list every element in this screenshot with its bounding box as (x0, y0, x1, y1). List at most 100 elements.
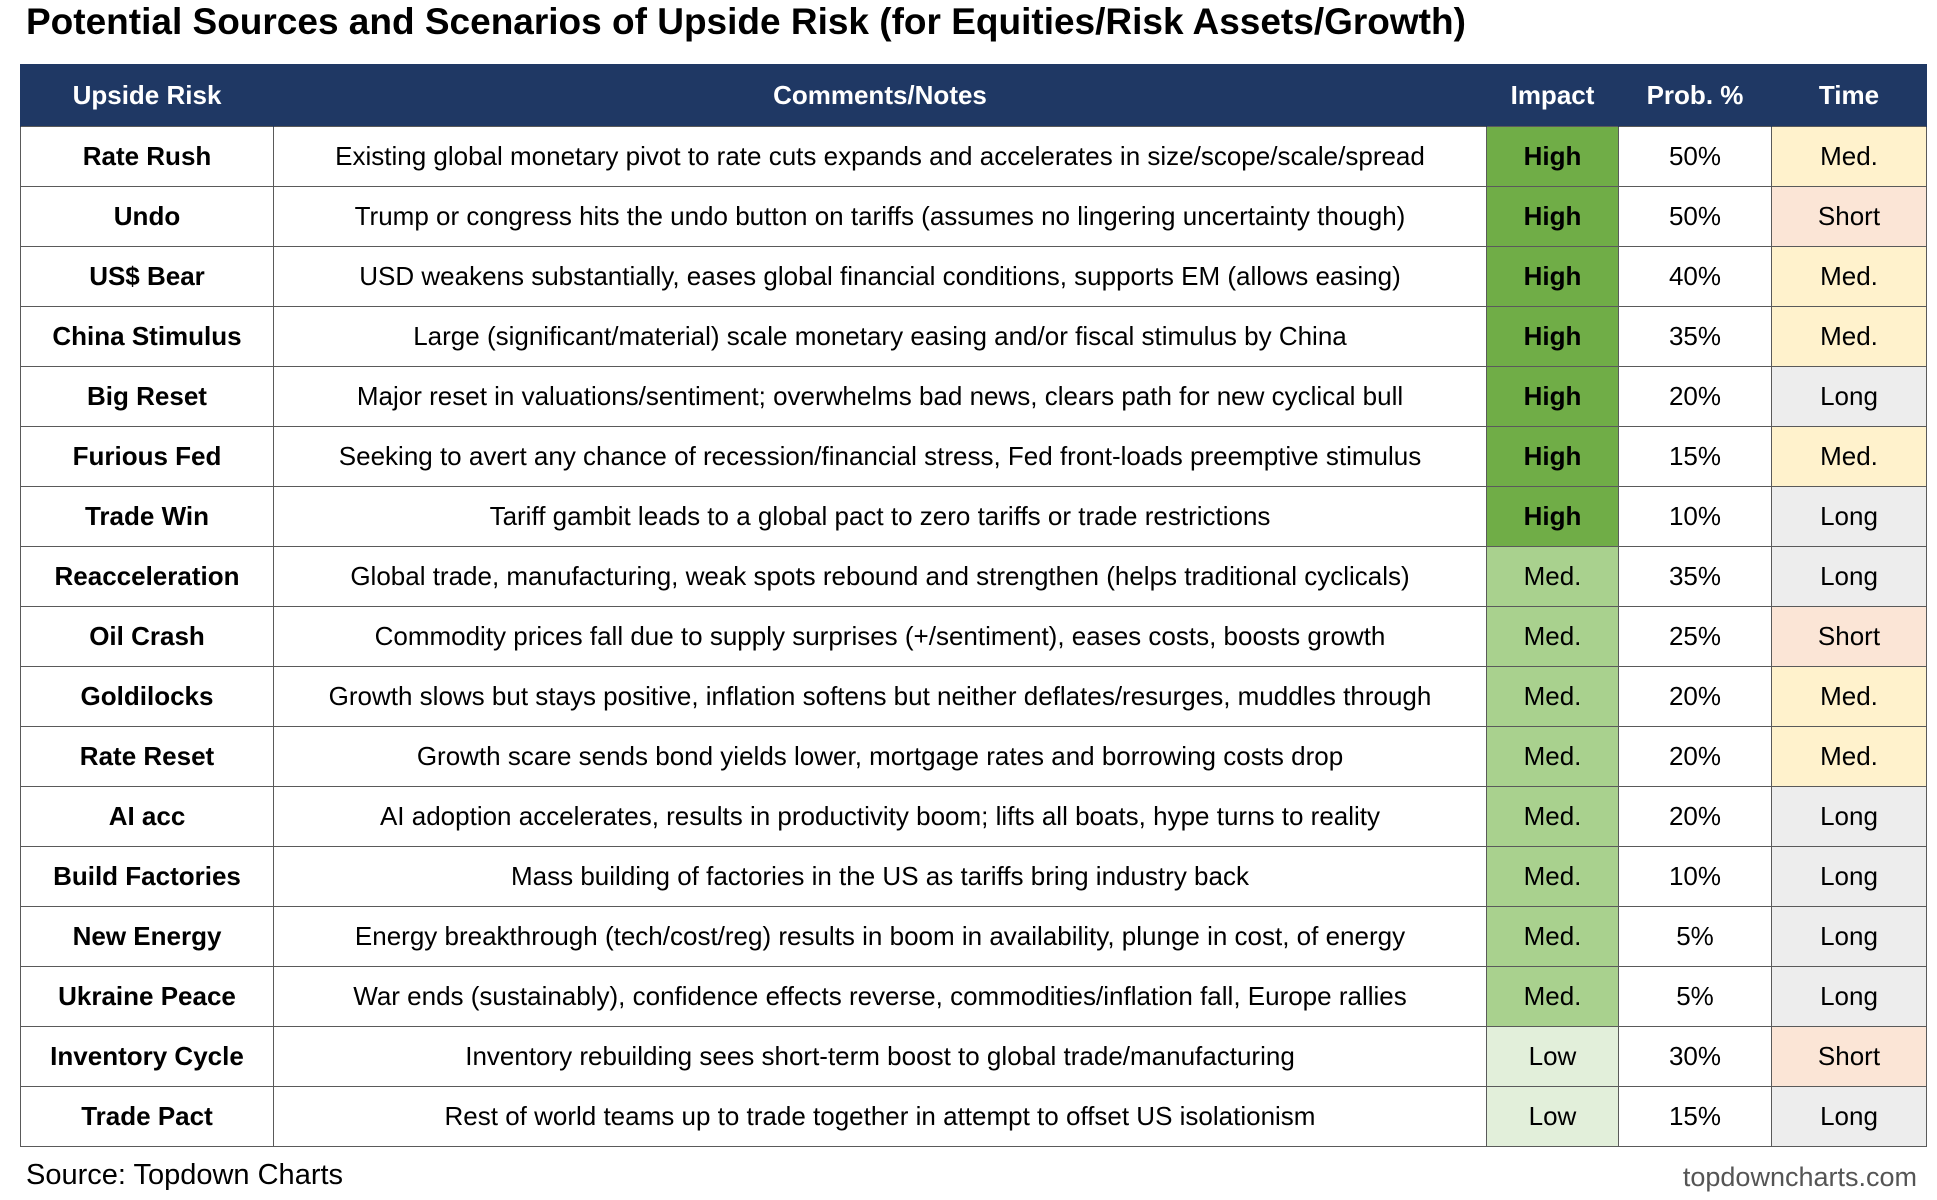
impact-cell: High (1486, 486, 1619, 547)
risk-name-cell: Big Reset (20, 366, 274, 427)
table-row: AI acc AI adoption accelerates, results i… (20, 786, 1927, 847)
risk-name-cell: Rate Rush (20, 126, 274, 187)
time-cell: Med. (1771, 306, 1927, 367)
notes-cell: Commodity prices fall due to supply surp… (273, 606, 1487, 667)
risk-name-cell: Ukraine Peace (20, 966, 274, 1027)
probability-cell: 10% (1618, 846, 1772, 907)
impact-cell: Med. (1486, 606, 1619, 667)
probability-cell: 40% (1618, 246, 1772, 307)
probability-cell: 20% (1618, 726, 1772, 787)
time-cell: Med. (1771, 126, 1927, 187)
upside-risk-table: Upside Risk Comments/Notes Impact Prob. … (20, 64, 1927, 1147)
notes-cell: Existing global monetary pivot to rate c… (273, 126, 1487, 187)
probability-cell: 10% (1618, 486, 1772, 547)
notes-cell: AI adoption accelerates, results in prod… (273, 786, 1487, 847)
table-row: Trade Win Tariff gambit leads to a global… (20, 486, 1927, 547)
risk-name-cell: Trade Pact (20, 1086, 274, 1147)
probability-cell: 5% (1618, 966, 1772, 1027)
table-row: Big Reset Major reset in valuations/senti… (20, 366, 1927, 427)
table-row: Build Factories Mass building of factorie… (20, 846, 1927, 907)
notes-cell: Large (significant/material) scale monet… (273, 306, 1487, 367)
risk-name-cell: Oil Crash (20, 606, 274, 667)
impact-cell: Med. (1486, 726, 1619, 787)
table-row: Ukraine Peace War ends (sustainably), con… (20, 966, 1927, 1027)
notes-cell: Energy breakthrough (tech/cost/reg) resu… (273, 906, 1487, 967)
risk-name-cell: AI acc (20, 786, 274, 847)
table-row: Goldilocks Growth slows but stays positiv… (20, 666, 1927, 727)
time-cell: Med. (1771, 666, 1927, 727)
risk-name-cell: New Energy (20, 906, 274, 967)
time-cell: Med. (1771, 426, 1927, 487)
notes-cell: Seeking to avert any chance of recession… (273, 426, 1487, 487)
probability-cell: 35% (1618, 306, 1772, 367)
brand-watermark: topdowncharts.com (1682, 1162, 1917, 1192)
time-cell: Long (1771, 486, 1927, 547)
probability-cell: 20% (1618, 666, 1772, 727)
risk-name-cell: China Stimulus (20, 306, 274, 367)
notes-cell: Growth scare sends bond yields lower, mo… (273, 726, 1487, 787)
table-row: Furious Fed Seeking to avert any chance o… (20, 426, 1927, 487)
probability-cell: 15% (1618, 426, 1772, 487)
probability-cell: 20% (1618, 786, 1772, 847)
table-row: Inventory Cycle Inventory rebuilding sees… (20, 1026, 1927, 1087)
time-cell: Short (1771, 1026, 1927, 1087)
risk-name-cell: US$ Bear (20, 246, 274, 307)
impact-cell: Med. (1486, 546, 1619, 607)
notes-cell: Inventory rebuilding sees short-term boo… (273, 1026, 1487, 1087)
impact-cell: High (1486, 246, 1619, 307)
risk-name-cell: Goldilocks (20, 666, 274, 727)
table-row: US$ Bear USD weakens substantially, eases… (20, 246, 1927, 307)
column-header-probability: Prob. % (1618, 64, 1772, 127)
table-row: Rate Rush Existing global monetary pivot … (20, 126, 1927, 187)
probability-cell: 20% (1618, 366, 1772, 427)
column-header-time: Time (1771, 64, 1927, 127)
time-cell: Long (1771, 1086, 1927, 1147)
table-row: Undo Trump or congress hits the undo butt… (20, 186, 1927, 247)
probability-cell: 30% (1618, 1026, 1772, 1087)
impact-cell: High (1486, 306, 1619, 367)
probability-cell: 50% (1618, 186, 1772, 247)
impact-cell: Med. (1486, 906, 1619, 967)
probability-cell: 35% (1618, 546, 1772, 607)
impact-cell: High (1486, 186, 1619, 247)
impact-cell: Med. (1486, 846, 1619, 907)
impact-cell: Med. (1486, 786, 1619, 847)
impact-cell: High (1486, 126, 1619, 187)
probability-cell: 25% (1618, 606, 1772, 667)
notes-cell: Global trade, manufacturing, weak spots … (273, 546, 1487, 607)
risk-name-cell: Reacceleration (20, 546, 274, 607)
table-row: Oil Crash Commodity prices fall due to su… (20, 606, 1927, 667)
notes-cell: Tariff gambit leads to a global pact to … (273, 486, 1487, 547)
impact-cell: Med. (1486, 666, 1619, 727)
risk-name-cell: Trade Win (20, 486, 274, 547)
impact-cell: High (1486, 426, 1619, 487)
source-note: Source: Topdown Charts (26, 1159, 344, 1191)
risk-name-cell: Build Factories (20, 846, 274, 907)
table-row: China Stimulus Large (significant/materia… (20, 306, 1927, 367)
impact-cell: Low (1486, 1026, 1619, 1087)
time-cell: Long (1771, 966, 1927, 1027)
table-row: Trade Pact Rest of world teams up to trad… (20, 1086, 1927, 1147)
time-cell: Short (1771, 186, 1927, 247)
probability-cell: 15% (1618, 1086, 1772, 1147)
notes-cell: USD weakens substantially, eases global … (273, 246, 1487, 307)
time-cell: Short (1771, 606, 1927, 667)
table-header-row: Upside Risk Comments/Notes Impact Prob. … (20, 64, 1927, 127)
notes-cell: War ends (sustainably), confidence effec… (273, 966, 1487, 1027)
risk-name-cell: Undo (20, 186, 274, 247)
table-body: Rate Rush Existing global monetary pivot … (20, 126, 1927, 1147)
impact-cell: Med. (1486, 966, 1619, 1027)
column-header-upside-risk: Upside Risk (20, 64, 274, 127)
table-row: Rate Reset Growth scare sends bond yields… (20, 726, 1927, 787)
risk-name-cell: Furious Fed (20, 426, 274, 487)
column-header-impact: Impact (1486, 64, 1619, 127)
notes-cell: Major reset in valuations/sentiment; ove… (273, 366, 1487, 427)
time-cell: Long (1771, 546, 1927, 607)
probability-cell: 5% (1618, 906, 1772, 967)
time-cell: Long (1771, 786, 1927, 847)
probability-cell: 50% (1618, 126, 1772, 187)
page-title: Potential Sources and Scenarios of Upsid… (26, 1, 1466, 42)
notes-cell: Growth slows but stays positive, inflati… (273, 666, 1487, 727)
time-cell: Long (1771, 846, 1927, 907)
impact-cell: High (1486, 366, 1619, 427)
